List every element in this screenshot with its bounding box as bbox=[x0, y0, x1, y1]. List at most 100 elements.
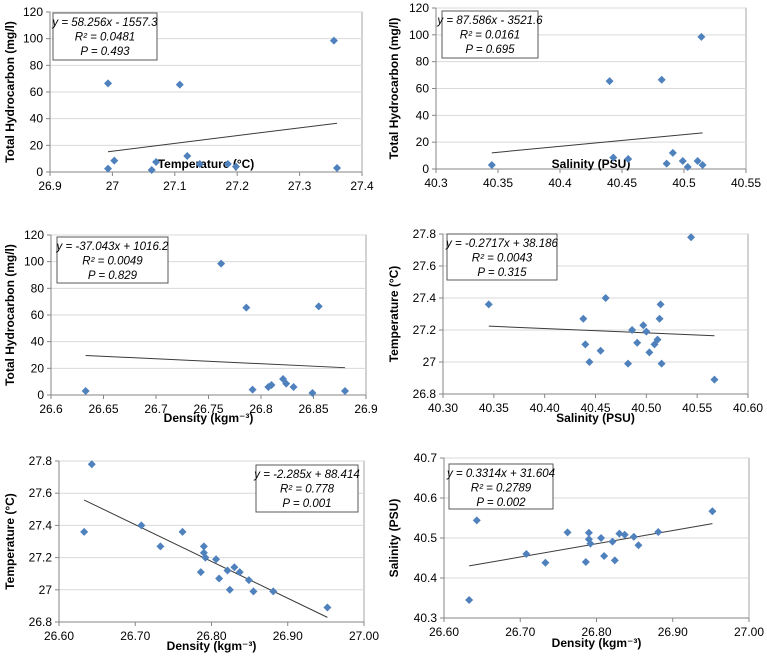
annotation-line: R² = 0.0049 bbox=[82, 256, 143, 268]
data-point bbox=[196, 568, 205, 577]
x-tick-label: 26.70 bbox=[505, 625, 535, 639]
x-tick-label: 40.5 bbox=[672, 176, 696, 190]
regression-annotation-box bbox=[441, 10, 539, 59]
data-point bbox=[624, 359, 633, 368]
y-tick-label: 27.4 bbox=[29, 518, 53, 532]
y-tick-label: 26.8 bbox=[413, 387, 437, 401]
data-point bbox=[600, 552, 609, 560]
y-axis-title: Temperature (°C) bbox=[3, 493, 17, 590]
data-point bbox=[195, 160, 204, 168]
data-point bbox=[655, 314, 664, 323]
y-tick-label: 27.8 bbox=[413, 227, 437, 241]
x-tick-label: 27.2 bbox=[226, 179, 250, 193]
annotation-line: P = 0.829 bbox=[88, 270, 138, 282]
data-point bbox=[628, 326, 637, 334]
data-point bbox=[678, 156, 687, 165]
data-point bbox=[657, 359, 666, 368]
data-point bbox=[199, 548, 208, 557]
y-tick-label: 60 bbox=[31, 308, 45, 322]
y-tick-label: 80 bbox=[31, 281, 45, 295]
data-point bbox=[244, 576, 253, 585]
x-tick-label: 26.7 bbox=[144, 402, 168, 416]
annotation-line: y = 0.3314x + 31.604 bbox=[446, 468, 555, 480]
data-point bbox=[175, 80, 184, 89]
data-point bbox=[465, 596, 474, 604]
trendline bbox=[107, 122, 338, 153]
data-point bbox=[708, 507, 717, 516]
data-point bbox=[639, 321, 648, 330]
y-tick-label: 80 bbox=[416, 55, 430, 69]
data-point bbox=[110, 156, 119, 165]
annotation-line: y = 87.586x - 3521.6 bbox=[436, 15, 543, 27]
data-point bbox=[178, 527, 187, 536]
scatter-chart-4: 27 27.2 27.4 27.6 27.8 26.8 40.30 40.35 40.40 40.… bbox=[384, 220, 767, 440]
data-point bbox=[584, 535, 593, 544]
data-point bbox=[104, 164, 113, 173]
data-point bbox=[585, 358, 594, 366]
x-tick-label: 27.00 bbox=[734, 625, 764, 639]
y-tick-label: 27.8 bbox=[29, 454, 53, 468]
x-tick-label: 26.60 bbox=[44, 629, 74, 643]
data-point bbox=[601, 294, 610, 302]
data-point bbox=[341, 387, 349, 395]
data-point bbox=[269, 587, 278, 596]
x-tick-label: 27.00 bbox=[349, 629, 379, 643]
data-point bbox=[81, 387, 90, 395]
y-tick-label: 27 bbox=[423, 355, 437, 369]
x-tick-label: 27.3 bbox=[288, 179, 312, 193]
annotation-line: P = 0.002 bbox=[476, 497, 526, 509]
x-axis-title: Salinity (PSU) bbox=[556, 411, 635, 425]
data-point bbox=[541, 558, 550, 567]
data-point bbox=[584, 528, 593, 537]
annotation-line: R² = 0.2789 bbox=[471, 483, 532, 495]
scatter-chart-2: 0 20 40 60 80 100 120 40.3 40.35 40.4 40.45 40.5 40.… bbox=[384, 0, 767, 220]
y-axis-title: Total Hydrocarbon (mg/l) bbox=[3, 244, 17, 386]
x-tick-label: 26.85 bbox=[298, 402, 328, 416]
data-point bbox=[87, 460, 96, 469]
scatter-chart-5: 26.8 27 27.2 27.4 27.6 27.8 26.60 26.70 26.80 26.… bbox=[0, 440, 384, 666]
annotation-line: R² = 0.0161 bbox=[460, 30, 520, 42]
data-point bbox=[282, 379, 291, 388]
data-point bbox=[608, 537, 617, 546]
chart-svg: 26.8 27 27.2 27.4 27.6 27.8 26.60 26.70 26.80 26.… bbox=[3, 454, 379, 653]
y-tick-label: 40.6 bbox=[414, 491, 438, 505]
data-point bbox=[662, 159, 671, 168]
y-tick-label: 27 bbox=[39, 583, 53, 597]
data-point bbox=[634, 541, 643, 550]
data-point bbox=[199, 542, 208, 551]
x-tick-label: 26.65 bbox=[88, 402, 118, 416]
data-point bbox=[235, 568, 244, 577]
data-point bbox=[629, 532, 638, 541]
x-tick-label: 26.8 bbox=[249, 402, 273, 416]
y-tick-label: 120 bbox=[24, 228, 44, 242]
y-tick-label: 20 bbox=[30, 138, 44, 152]
annotation-line: P = 0.493 bbox=[80, 46, 130, 58]
data-point bbox=[104, 79, 113, 88]
annotation-line: R² = 0.0481 bbox=[75, 32, 135, 44]
data-point bbox=[323, 603, 332, 612]
y-tick-label: 60 bbox=[30, 85, 44, 99]
y-tick-label: 80 bbox=[30, 58, 44, 72]
data-point bbox=[183, 152, 192, 160]
regression-annotation-box bbox=[255, 464, 359, 513]
chart-svg: 0 20 40 60 80 100 120 26.9 27 27.1 27.2 27.3 27.4 Tem… bbox=[3, 5, 374, 193]
y-tick-label: 0 bbox=[37, 388, 44, 402]
y-tick-label: 27.2 bbox=[29, 551, 53, 565]
y-tick-label: 100 bbox=[24, 255, 44, 269]
x-tick-label: 40.40 bbox=[530, 401, 560, 415]
regression-annotation-box bbox=[56, 236, 169, 284]
x-tick-label: 40.45 bbox=[580, 401, 610, 415]
x-tick-label: 27.1 bbox=[163, 179, 187, 193]
x-tick-label: 26.90 bbox=[658, 625, 688, 639]
y-tick-label: 20 bbox=[416, 135, 430, 149]
y-tick-label: 27.4 bbox=[413, 291, 437, 305]
regression-annotation-box bbox=[52, 12, 158, 61]
y-tick-label: 40 bbox=[30, 112, 44, 126]
x-tick-label: 26.60 bbox=[429, 625, 459, 639]
data-point bbox=[242, 303, 251, 312]
data-point bbox=[156, 542, 165, 551]
data-point bbox=[223, 566, 232, 575]
x-axis-title: Density (kgm⁻³) bbox=[552, 636, 642, 650]
y-tick-label: 40 bbox=[416, 108, 430, 122]
x-tick-label: 40.30 bbox=[428, 401, 458, 415]
